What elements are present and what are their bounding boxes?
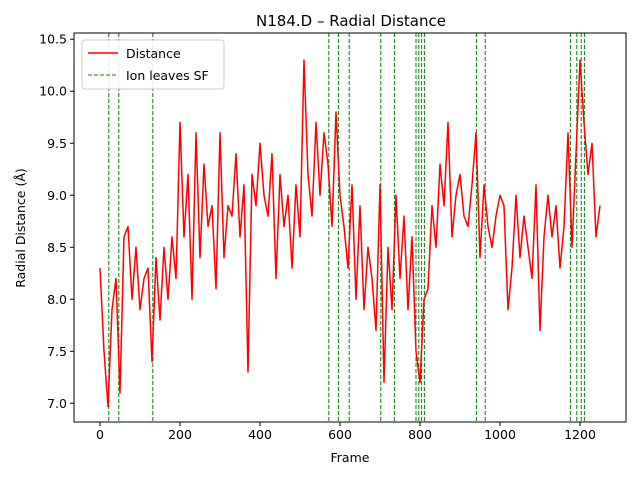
- distance-series-line: [99, 59, 601, 408]
- chart-title: N184.D – Radial Distance: [256, 12, 446, 30]
- x-axis: 0 200 400 600 800 1000 1200: [96, 422, 596, 442]
- x-tick-label: 1000: [484, 427, 516, 442]
- x-tick-label: 600: [328, 427, 352, 442]
- x-tick-label: 200: [168, 427, 192, 442]
- legend-label-ion-leaves-sf: Ion leaves SF: [126, 68, 209, 83]
- plot-area: [99, 33, 601, 422]
- y-tick-label: 7.0: [47, 396, 67, 411]
- axes-frame: [73, 32, 627, 423]
- y-tick-label: 10.5: [39, 32, 67, 47]
- legend-label-distance: Distance: [126, 46, 181, 61]
- y-axis-label: Radial Distance (Å): [13, 168, 28, 288]
- y-tick-label: 9.5: [47, 136, 67, 151]
- x-axis-label: Frame: [331, 450, 370, 465]
- x-tick-label: 800: [408, 427, 432, 442]
- x-tick-label: 400: [248, 427, 272, 442]
- y-axis: 7.0 7.5 8.0 8.5 9.0 9.5 10.0 10.5: [39, 32, 74, 411]
- legend: Distance Ion leaves SF: [81, 39, 225, 90]
- y-tick-label: 7.5: [47, 344, 67, 359]
- x-tick-label: 1200: [564, 427, 596, 442]
- y-tick-label: 8.0: [47, 292, 67, 307]
- y-tick-label: 10.0: [39, 84, 67, 99]
- x-tick-label: 0: [96, 427, 104, 442]
- y-tick-label: 8.5: [47, 240, 67, 255]
- y-tick-label: 9.0: [47, 188, 67, 203]
